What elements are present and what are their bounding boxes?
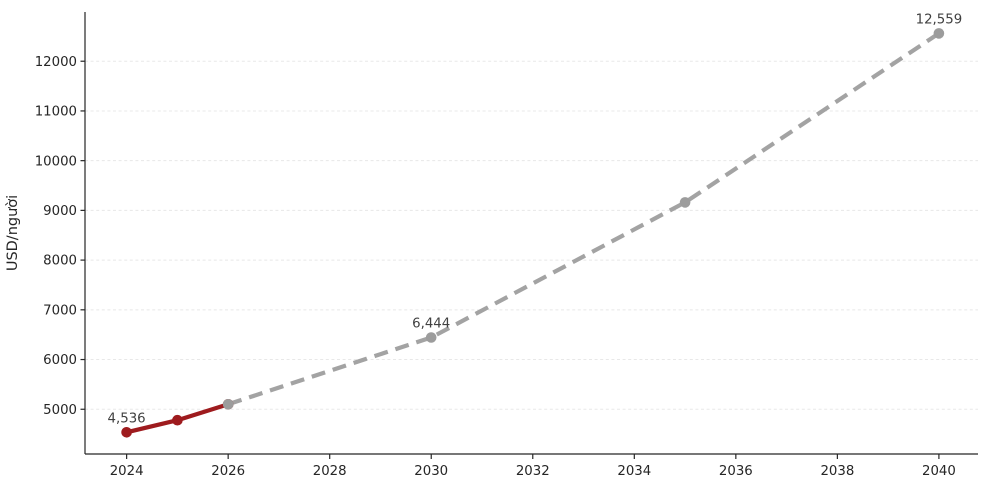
y-tick-label: 8000 [43, 254, 77, 269]
y-axis-label: USD/người [5, 195, 21, 271]
data-point-marker [172, 414, 183, 426]
data-point-label: 12,559 [916, 12, 963, 27]
data-point-label: 4,536 [108, 411, 146, 426]
x-tick-label: 2034 [617, 464, 651, 479]
y-tick-label: 11000 [35, 105, 77, 120]
x-tick-label: 2026 [211, 464, 245, 479]
data-point-marker [679, 197, 691, 208]
y-tick-label: 6000 [43, 353, 77, 368]
label-layer: 4,536 6,444 12,559 [108, 12, 963, 426]
y-tick-label: 9000 [43, 204, 77, 219]
series-line-forecast-2026-2040 [227, 31, 941, 407]
x-tick-label: 2024 [110, 464, 144, 479]
x-tick-label: 2036 [719, 464, 753, 479]
x-tick-label: 2032 [516, 464, 550, 479]
x-tick-label: 2030 [414, 464, 448, 479]
data-point-label: 6,444 [412, 317, 450, 332]
axis-layer: 5000 6000 7000 8000 9000 10000 11000 12000 2024 2… [35, 12, 978, 479]
y-tick-label: 7000 [43, 303, 77, 318]
x-tick-label: 2040 [922, 464, 956, 479]
data-point-marker [425, 332, 437, 343]
y-tick-label: 5000 [43, 403, 77, 418]
x-tick-label: 2028 [313, 464, 347, 479]
x-tick-label: 2038 [820, 464, 854, 479]
data-point-marker [933, 28, 945, 39]
y-tick-label: 10000 [35, 154, 77, 169]
data-point-marker [222, 399, 234, 410]
data-point-marker [121, 427, 132, 438]
grid-layer [85, 60, 978, 410]
marker-layer [121, 28, 945, 438]
y-tick-label: 12000 [35, 55, 77, 70]
series-layer [126, 31, 941, 435]
